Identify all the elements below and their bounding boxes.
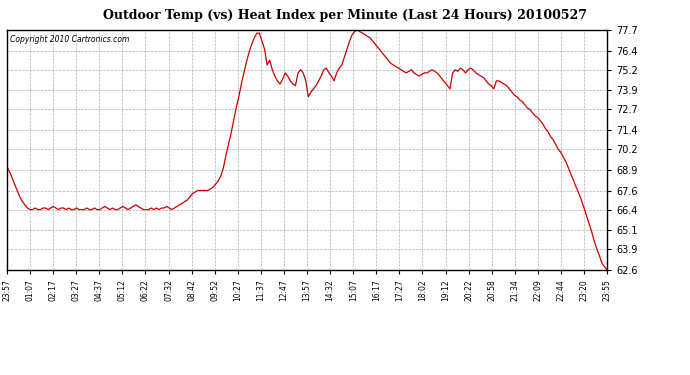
Text: Copyright 2010 Cartronics.com: Copyright 2010 Cartronics.com (10, 35, 129, 44)
Text: Outdoor Temp (vs) Heat Index per Minute (Last 24 Hours) 20100527: Outdoor Temp (vs) Heat Index per Minute … (103, 9, 587, 22)
